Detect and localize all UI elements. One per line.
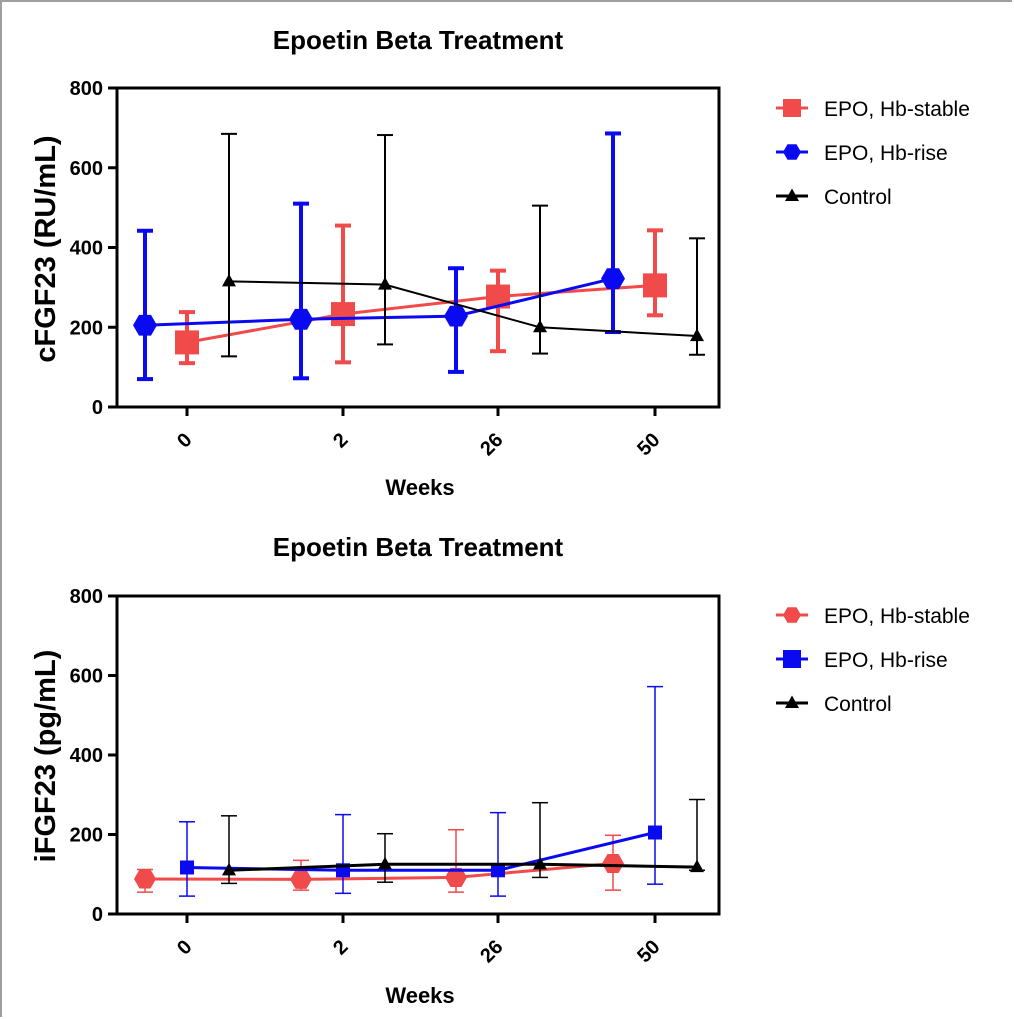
data-point bbox=[133, 314, 157, 336]
data-point bbox=[533, 319, 547, 333]
data-point bbox=[690, 328, 704, 342]
legend-marker bbox=[785, 188, 799, 202]
data-point bbox=[378, 277, 392, 290]
series-line bbox=[228, 862, 698, 872]
series-control bbox=[221, 132, 705, 358]
data-point bbox=[602, 854, 624, 873]
chart-ifgf23: Epoetin Beta Treatment iFGF23 (pg/mL) We… bbox=[30, 532, 970, 1008]
x-tick-label: 2 bbox=[329, 429, 352, 452]
x-tick-label: 26 bbox=[476, 429, 507, 460]
y-tick-label: 600 bbox=[70, 666, 103, 688]
x-tick-label: 26 bbox=[476, 936, 507, 967]
x-tick-label: 0 bbox=[173, 429, 196, 452]
x-tick-label: 50 bbox=[633, 429, 664, 460]
x-tick-label: 50 bbox=[633, 936, 664, 967]
legend-label: EPO, Hb-rise bbox=[824, 649, 948, 672]
series-epo-hb-rise bbox=[133, 131, 625, 382]
y-tick-label: 200 bbox=[70, 825, 103, 847]
y-tick-label: 400 bbox=[70, 238, 103, 260]
data-point bbox=[289, 308, 313, 330]
y-tick-label: 400 bbox=[70, 745, 103, 767]
data-point bbox=[601, 268, 625, 289]
legend-item: Control bbox=[776, 186, 892, 209]
legend-marker bbox=[783, 144, 801, 160]
legend-item: EPO, Hb-stable bbox=[776, 98, 970, 121]
x-axis-label: Weeks bbox=[385, 983, 454, 1008]
series-epo-hb-stable bbox=[134, 828, 624, 893]
series-line bbox=[228, 280, 698, 337]
data-point bbox=[643, 273, 667, 298]
legend-item: EPO, Hb-rise bbox=[776, 142, 948, 165]
chart-title: Epoetin Beta Treatment bbox=[273, 532, 564, 562]
x-tick-label: 0 bbox=[173, 936, 196, 959]
legend-marker bbox=[783, 607, 801, 623]
data-point bbox=[444, 305, 468, 327]
x-tick-label: 2 bbox=[329, 936, 352, 959]
y-axis-label: cFGF23 (RU/mL) bbox=[30, 135, 62, 362]
data-point bbox=[533, 856, 547, 870]
data-point bbox=[134, 869, 156, 889]
data-point bbox=[290, 869, 312, 889]
data-point bbox=[175, 330, 199, 355]
legend-marker bbox=[783, 650, 801, 668]
data-point bbox=[331, 302, 355, 327]
legend-label: Control bbox=[824, 693, 892, 716]
data-point bbox=[222, 273, 236, 287]
series-control bbox=[221, 798, 705, 885]
plot-frame bbox=[115, 86, 721, 409]
y-tick-label: 200 bbox=[70, 317, 103, 339]
y-tick-label: 0 bbox=[92, 397, 103, 419]
x-axis-label: Weeks bbox=[385, 475, 454, 500]
chart-cfgf23: Epoetin Beta Treatment cFGF23 (RU/mL) We… bbox=[30, 25, 970, 500]
legend-item: EPO, Hb-rise bbox=[776, 649, 948, 672]
series-line bbox=[186, 283, 656, 344]
data-point bbox=[222, 862, 236, 876]
data-point bbox=[690, 859, 704, 873]
y-axis-label: iFGF23 (pg/mL) bbox=[30, 650, 62, 863]
legend-label: EPO, Hb-rise bbox=[824, 142, 948, 165]
y-tick-label: 600 bbox=[70, 158, 103, 180]
y-tick-label: 800 bbox=[70, 78, 103, 100]
legend-item: Control bbox=[776, 693, 892, 716]
legend-marker bbox=[783, 99, 801, 117]
legend-item: EPO, Hb-stable bbox=[776, 605, 970, 628]
legend-label: EPO, Hb-stable bbox=[824, 605, 970, 628]
legend-label: EPO, Hb-stable bbox=[824, 98, 970, 121]
series-line bbox=[144, 862, 614, 881]
y-tick-label: 0 bbox=[92, 904, 103, 926]
legend-label: Control bbox=[824, 186, 892, 209]
chart-title: Epoetin Beta Treatment bbox=[273, 25, 564, 55]
data-point bbox=[378, 856, 392, 870]
legend-marker bbox=[785, 695, 799, 709]
series-line bbox=[144, 277, 614, 327]
data-point bbox=[180, 860, 194, 875]
data-point bbox=[648, 825, 662, 840]
y-tick-label: 800 bbox=[70, 586, 103, 608]
data-point bbox=[491, 863, 505, 878]
data-point bbox=[445, 867, 467, 887]
